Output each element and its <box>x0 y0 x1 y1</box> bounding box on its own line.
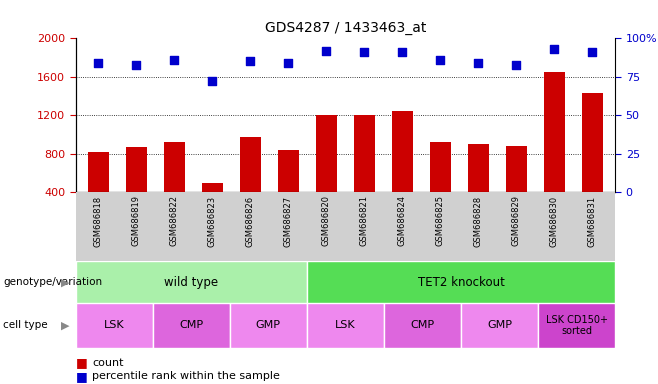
Point <box>321 48 332 54</box>
Bar <box>153 303 230 348</box>
Text: GSM686828: GSM686828 <box>474 195 483 247</box>
Bar <box>278 150 299 192</box>
Bar <box>354 115 375 192</box>
Point <box>359 49 370 55</box>
Text: count: count <box>92 358 124 368</box>
Text: genotype/variation: genotype/variation <box>3 277 103 287</box>
Text: ■: ■ <box>76 370 88 383</box>
Point <box>587 49 597 55</box>
Bar <box>316 115 337 192</box>
Bar <box>307 261 615 303</box>
Point <box>283 60 293 66</box>
Text: LSK: LSK <box>104 320 124 331</box>
Point <box>93 60 104 66</box>
Bar <box>230 303 307 348</box>
Text: CMP: CMP <box>411 320 434 331</box>
Text: GSM686827: GSM686827 <box>284 195 293 247</box>
Text: GSM686818: GSM686818 <box>94 195 103 247</box>
Bar <box>164 142 185 192</box>
Bar <box>544 72 565 192</box>
Text: LSK CD150+
sorted: LSK CD150+ sorted <box>545 314 608 336</box>
Point <box>169 57 180 63</box>
Bar <box>538 303 615 348</box>
Point <box>435 57 445 63</box>
Bar <box>240 137 261 192</box>
Text: GSM686821: GSM686821 <box>360 195 369 247</box>
Text: GSM686822: GSM686822 <box>170 195 179 247</box>
Text: GSM686829: GSM686829 <box>512 195 521 247</box>
Text: GSM686823: GSM686823 <box>208 195 217 247</box>
Bar <box>468 144 489 192</box>
Bar <box>582 93 603 192</box>
Text: GMP: GMP <box>256 320 281 331</box>
Text: percentile rank within the sample: percentile rank within the sample <box>92 371 280 381</box>
Bar <box>461 303 538 348</box>
Text: CMP: CMP <box>179 320 203 331</box>
Point <box>131 61 141 68</box>
Point <box>549 46 560 52</box>
Text: ▶: ▶ <box>61 320 69 331</box>
Point <box>207 78 218 84</box>
Bar <box>430 142 451 192</box>
Text: GSM686824: GSM686824 <box>398 195 407 247</box>
Text: GSM686830: GSM686830 <box>550 195 559 247</box>
Bar <box>392 111 413 192</box>
Text: GSM686819: GSM686819 <box>132 195 141 247</box>
Text: GSM686820: GSM686820 <box>322 195 331 247</box>
Point <box>473 60 484 66</box>
Text: GSM686831: GSM686831 <box>588 195 597 247</box>
Title: GDS4287 / 1433463_at: GDS4287 / 1433463_at <box>265 21 426 35</box>
Point <box>245 58 256 65</box>
Text: TET2 knockout: TET2 knockout <box>418 276 505 289</box>
Text: cell type: cell type <box>3 320 48 331</box>
Bar <box>76 261 307 303</box>
Text: GSM686826: GSM686826 <box>246 195 255 247</box>
Text: LSK: LSK <box>335 320 356 331</box>
Bar <box>384 303 461 348</box>
Point <box>397 49 408 55</box>
Text: ■: ■ <box>76 356 88 369</box>
Text: GMP: GMP <box>487 320 512 331</box>
Bar <box>506 146 527 192</box>
Bar <box>76 303 153 348</box>
Bar <box>88 152 109 192</box>
Bar <box>202 184 223 192</box>
Point <box>511 61 522 68</box>
Text: ▶: ▶ <box>61 277 69 287</box>
Bar <box>126 147 147 192</box>
Text: GSM686825: GSM686825 <box>436 195 445 247</box>
Bar <box>307 303 384 348</box>
Text: wild type: wild type <box>164 276 218 289</box>
